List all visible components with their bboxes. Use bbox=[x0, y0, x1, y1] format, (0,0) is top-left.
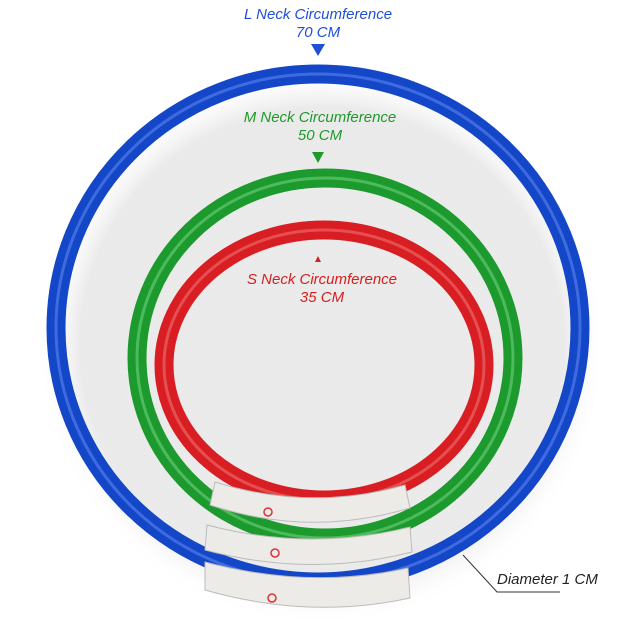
medium-title: M Neck Circumference bbox=[243, 109, 397, 126]
power-button-icon bbox=[270, 548, 280, 558]
medium-marker-arrow bbox=[312, 152, 324, 163]
small-size: 35 CM bbox=[299, 289, 345, 306]
power-button-icon bbox=[263, 507, 273, 517]
clasp-large bbox=[204, 561, 411, 608]
large-title: L Neck Circumference bbox=[243, 6, 393, 23]
power-button-icon bbox=[267, 593, 277, 603]
large-marker-arrow bbox=[311, 44, 325, 56]
large-size: 70 CM bbox=[295, 24, 341, 41]
diameter-label: Diameter 1 CM bbox=[497, 571, 598, 588]
small-title: S Neck Circumference bbox=[246, 271, 398, 288]
clasp-small bbox=[209, 481, 411, 523]
small-marker-arrow bbox=[315, 256, 321, 262]
medium-size: 50 CM bbox=[297, 127, 343, 144]
clasp-medium bbox=[204, 524, 413, 566]
large-label: L Neck Circumference 70 CM bbox=[218, 6, 418, 42]
small-label: S Neck Circumference 35 CM bbox=[222, 271, 422, 307]
medium-label: M Neck Circumference 50 CM bbox=[220, 109, 420, 145]
diameter-pointer-line bbox=[462, 554, 560, 593]
